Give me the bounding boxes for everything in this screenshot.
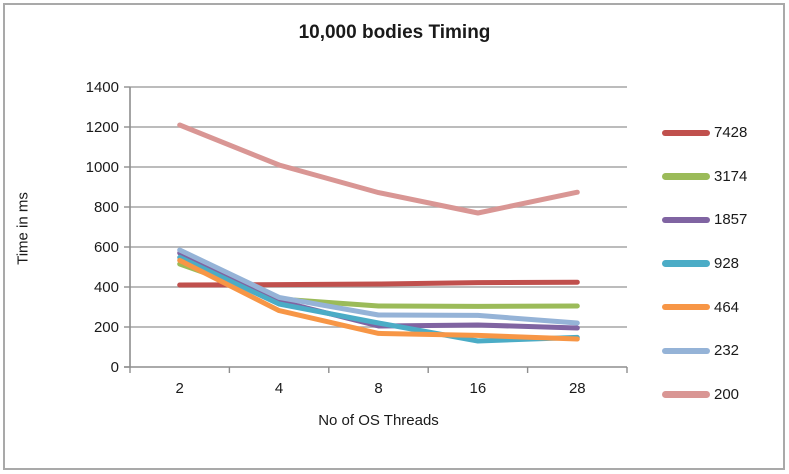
y-tick-label: 0 (111, 359, 119, 376)
legend-marker (662, 260, 710, 267)
y-tick-label: 200 (94, 319, 119, 336)
legend-item: 464 (662, 285, 747, 329)
y-tick-label: 1400 (86, 79, 119, 96)
series-line-1857 (177, 250, 580, 331)
legend-marker (662, 129, 710, 137)
y-tick-label: 400 (94, 279, 119, 296)
legend-item: 1857 (662, 198, 747, 242)
legend-marker (662, 347, 710, 355)
legend-item: 7428 (662, 111, 747, 155)
y-tick-label: 800 (94, 199, 119, 216)
legend: 7428 3174 1857 928 464 232 200 (662, 111, 747, 416)
legend-marker (662, 216, 710, 224)
legend-label: 200 (714, 385, 740, 403)
chart-title: 10,000 bodies Timing (298, 22, 491, 43)
legend-item: 3174 (662, 155, 747, 199)
legend-label: 1857 (714, 211, 748, 229)
legend-label: 3174 (714, 167, 748, 185)
x-tick-label: 4 (275, 380, 283, 397)
series-line-232 (177, 247, 580, 326)
y-tick-label: 1200 (86, 119, 119, 136)
x-tick-label: 16 (470, 380, 487, 397)
x-tick-label: 8 (374, 380, 382, 397)
legend-label: 232 (714, 342, 740, 360)
series-line-928 (177, 254, 580, 344)
series-line-464 (177, 257, 580, 342)
y-tick-label: 600 (94, 239, 119, 256)
legend-label: 928 (714, 255, 740, 273)
legend-label: 7428 (714, 124, 748, 142)
legend-item: 928 (662, 242, 747, 286)
y-tick-label: 1000 (86, 159, 119, 176)
legend-item: 232 (662, 329, 747, 373)
legend-marker (662, 173, 710, 180)
x-axis-title: No of OS Threads (318, 412, 439, 429)
legend-marker (662, 303, 710, 311)
legend-label: 464 (714, 298, 740, 316)
legend-marker (662, 391, 710, 398)
series-line-200 (177, 122, 580, 216)
x-tick-label: 2 (176, 380, 184, 397)
x-tick-label: 28 (569, 380, 586, 397)
legend-item: 200 (662, 373, 747, 417)
